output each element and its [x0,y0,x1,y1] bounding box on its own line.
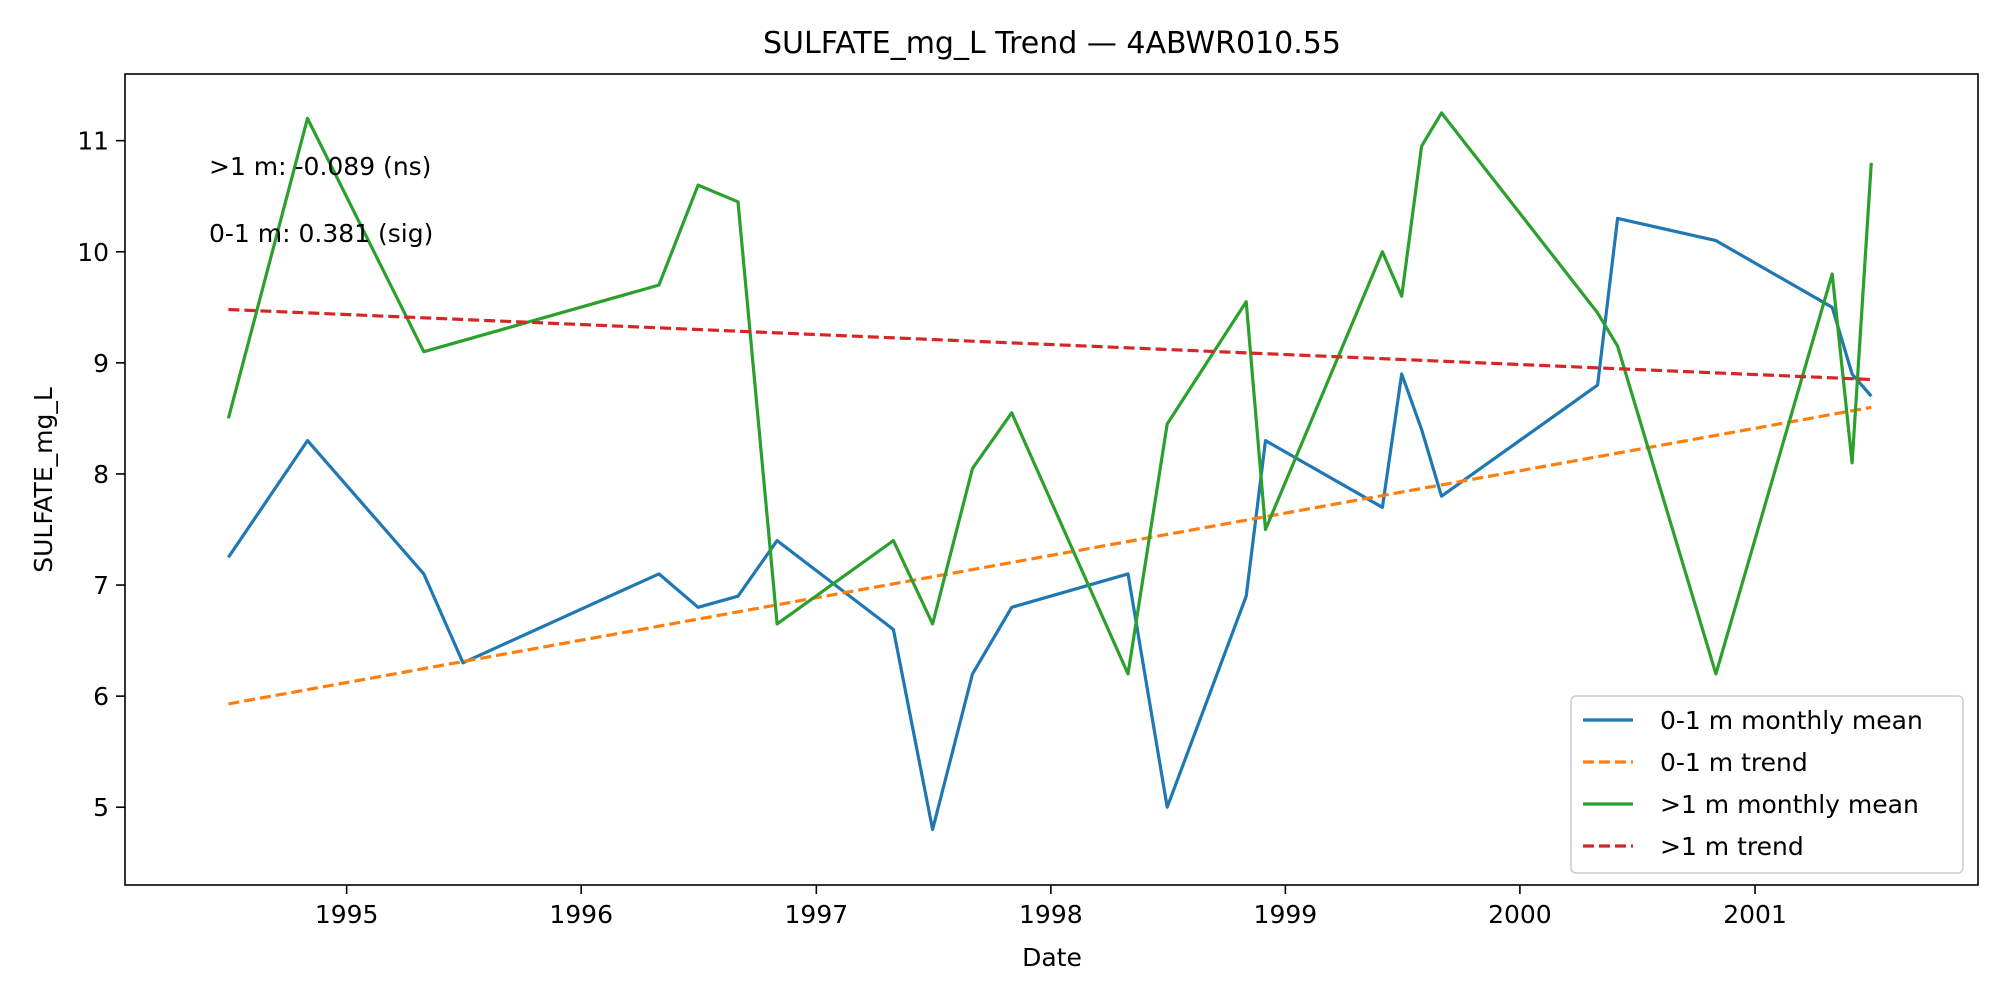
legend-box [1570,695,1964,874]
chart-title: SULFATE_mg_L Trend — 4ABWR010.55 [763,26,1341,61]
legend-label-2: 0-1 m trend [1660,748,1808,777]
y-tick-label: 8 [93,460,109,489]
y-axis-label: SULFATE_mg_L [29,387,58,573]
x-tick-label: 2001 [1723,900,1787,929]
x-tick-label: 1998 [1019,900,1083,929]
legend-label-1: 0-1 m monthly mean [1660,706,1923,735]
y-tick-label: 9 [93,349,109,378]
series-line-4 [228,307,1872,382]
legend: 0-1 m monthly mean 0-1 m trend >1 m monthl… [1570,695,1964,874]
legend-label-4: >1 m trend [1660,832,1804,861]
y-axis: 5 6 7 8 9 10 11 [77,127,125,822]
x-tick-label: 1999 [1254,900,1318,929]
plot-area [226,111,1873,832]
annotation-gt1m-slope: >1 m: -0.089 (ns) [209,152,431,181]
series-line-3 [226,111,1873,676]
x-axis: 1995 1996 1997 1998 1999 2000 2001 [315,885,1787,929]
series-line-2 [228,405,1872,706]
series-line-1 [227,216,1873,832]
x-tick-label: 1996 [549,900,613,929]
y-tick-label: 5 [93,793,109,822]
legend-label-3: >1 m monthly mean [1660,790,1919,819]
y-tick-label: 7 [93,571,109,600]
x-tick-label: 2000 [1488,900,1552,929]
annotation-0-1m-slope: 0-1 m: 0.381 (sig) [209,219,433,248]
x-tick-label: 1997 [785,900,849,929]
y-tick-label: 6 [93,682,109,711]
y-tick-label: 11 [77,127,109,156]
x-tick-label: 1995 [315,900,379,929]
y-tick-label: 10 [77,238,109,267]
x-axis-label: Date [1022,943,1082,972]
